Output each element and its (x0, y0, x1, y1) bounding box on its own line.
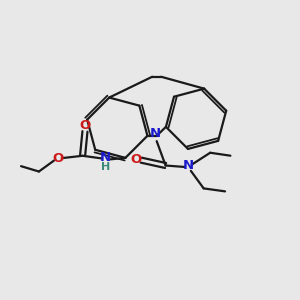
Text: O: O (52, 152, 64, 165)
Text: N: N (100, 152, 111, 164)
Text: N: N (183, 159, 194, 172)
Text: N: N (150, 127, 161, 140)
Text: O: O (130, 153, 142, 166)
Text: H: H (101, 162, 110, 172)
Text: O: O (80, 119, 91, 132)
